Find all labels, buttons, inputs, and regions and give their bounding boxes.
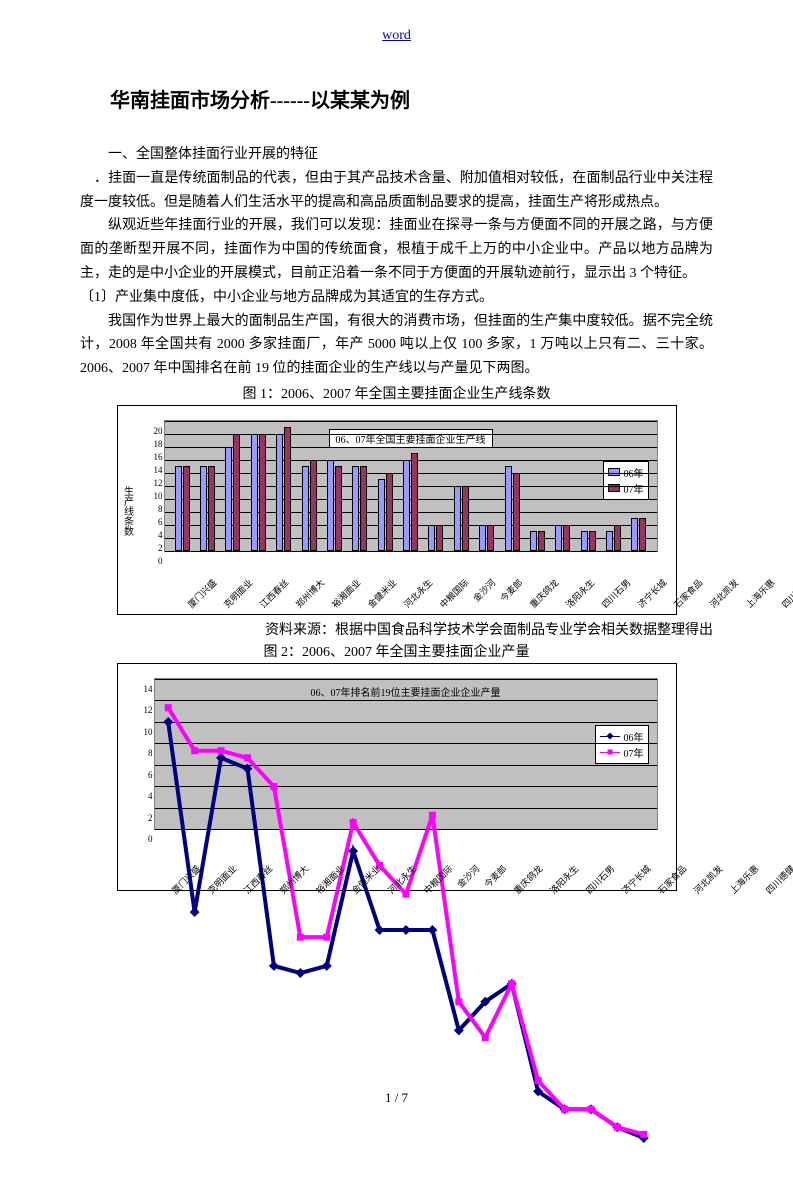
chart2-xlabels: 厦门兴盛克明面业江西春丝郑州博大裕湘面业金健米业河北永生中粮国际金沙河今麦郎重庆… bbox=[162, 828, 650, 841]
bar-group bbox=[350, 466, 369, 551]
chart1-frame: 生产线条数 06、07年全国主要挂面企业生产线 06年 07年 02468101… bbox=[117, 405, 677, 615]
bar-group bbox=[477, 525, 496, 551]
xlabel: 厦门兴盛 bbox=[184, 576, 219, 611]
chart1-ylabel: 生产线条数 bbox=[120, 486, 135, 536]
chart1-yticks: 02468101214161820 bbox=[143, 421, 163, 551]
xlabel: 金健米业 bbox=[364, 576, 399, 611]
page-number: 1 / 7 bbox=[0, 1090, 793, 1106]
xlabel: 郑州博大 bbox=[292, 576, 327, 611]
bar-group bbox=[325, 460, 344, 551]
chart2-yticks: 02468101214 bbox=[133, 679, 153, 829]
chart2-plot: 06、07年排名前19位主要挂面企业企业产量 06年 07年 bbox=[154, 678, 658, 830]
bar-group bbox=[376, 473, 395, 551]
chart2-caption: 图 2：2006、2007 年全国主要挂面企业产量 bbox=[80, 641, 713, 661]
xlabel: 河北凯发 bbox=[706, 576, 741, 611]
xlabel: 四川德健 bbox=[778, 576, 793, 611]
bar-group bbox=[299, 460, 318, 551]
xlabel: 济宁长城 bbox=[634, 576, 669, 611]
xlabel: 河北永生 bbox=[400, 576, 435, 611]
paragraph-3: 我国作为世界上最大的面制品生产国，有很大的消费市场，但挂面的生产集中度较低。据不… bbox=[80, 310, 713, 381]
page-title: 华南挂面市场分析------以某某为例 bbox=[110, 84, 713, 113]
xlabel: 洛阳永生 bbox=[562, 576, 597, 611]
xlabel: 克明面业 bbox=[220, 576, 255, 611]
chart1-plot: 06、07年全国主要挂面企业生产线 06年 07年 02468101214161… bbox=[164, 420, 658, 552]
header-word-link[interactable]: word bbox=[80, 28, 713, 44]
xlabel: 上海乐惠 bbox=[742, 576, 777, 611]
bar-group bbox=[401, 453, 420, 551]
section-1-heading: 一、全国整体挂面行业开展的特征 bbox=[80, 143, 713, 167]
chart1-caption: 图 1：2006、2007 年全国主要挂面企业生产线条数 bbox=[80, 383, 713, 403]
bar-group bbox=[528, 531, 547, 551]
bar-group bbox=[502, 466, 521, 551]
feature-1-heading: 〔1〕产业集中度低，中小企业与地方品牌成为其适宜的生存方式。 bbox=[80, 286, 713, 310]
bar-group bbox=[274, 427, 293, 551]
xlabel: 上海乐惠 bbox=[726, 862, 761, 897]
bar-group bbox=[198, 466, 217, 551]
xlabel: 四川石男 bbox=[598, 576, 633, 611]
xlabel: 石家食品 bbox=[654, 862, 689, 897]
xlabel: 今麦郎 bbox=[497, 576, 525, 604]
bar-group bbox=[426, 525, 445, 551]
xlabel: 裕湘面业 bbox=[328, 576, 363, 611]
xlabel: 中粮国际 bbox=[436, 576, 471, 611]
bar-group bbox=[223, 434, 242, 551]
xlabel: 金沙河 bbox=[470, 576, 498, 604]
bar-group bbox=[604, 525, 623, 551]
paragraph-1: ．挂面一直是传统面制品的代表，但由于其产品技术含量、附加值相对较低，在面制品行业… bbox=[80, 167, 713, 215]
bar-group bbox=[249, 434, 268, 551]
bar-group bbox=[629, 518, 648, 551]
bar-group bbox=[452, 486, 471, 551]
bar-group bbox=[579, 531, 598, 551]
xlabel: 石家食品 bbox=[670, 576, 705, 611]
xlabel: 河北凯发 bbox=[690, 862, 725, 897]
chart1-bars bbox=[173, 421, 649, 551]
chart2-frame: 06、07年排名前19位主要挂面企业企业产量 06年 07年 bbox=[117, 663, 677, 891]
bar-group bbox=[553, 525, 572, 551]
xlabel: 江西春丝 bbox=[256, 576, 291, 611]
paragraph-2: 纵观近些年挂面行业的开展，我们可以发现：挂面业在探寻一条与方便面不同的开展之路，… bbox=[80, 214, 713, 285]
chart1-source: 资料来源：根据中国食品科学技术学会面制品专业学会相关数据整理得出 bbox=[80, 619, 713, 639]
xlabel: 四川德健 bbox=[762, 862, 793, 897]
chart1-xlabels: 厦门兴盛克明面业江西春丝郑州博大裕湘面业金健米业河北永生中粮国际金沙河今麦郎重庆… bbox=[172, 552, 650, 565]
xlabel: 重庆鸽龙 bbox=[526, 576, 561, 611]
bar-group bbox=[173, 466, 192, 551]
